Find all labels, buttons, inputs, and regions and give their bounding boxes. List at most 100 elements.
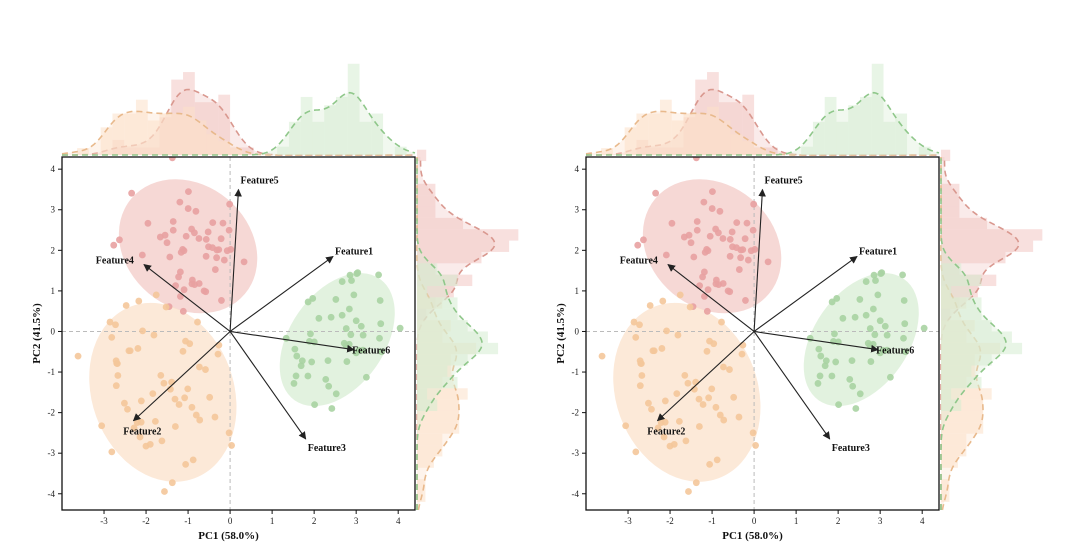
data-point-orange xyxy=(137,397,145,405)
data-point-red xyxy=(735,266,743,273)
data-point-orange xyxy=(108,448,116,456)
confidence-ellipse-red xyxy=(118,179,258,314)
data-point-red xyxy=(733,219,741,227)
loading-arrow-feature2 xyxy=(656,331,755,422)
histogram-bar xyxy=(417,331,488,343)
data-point-red xyxy=(708,205,716,212)
top-marginal-distribution xyxy=(585,63,940,156)
data-point-green xyxy=(920,324,928,332)
right-marginal-distribution xyxy=(940,149,1043,511)
histogram-bar xyxy=(359,121,372,155)
data-point-red xyxy=(709,188,716,196)
histogram-bar xyxy=(417,342,499,355)
histogram-bar xyxy=(159,113,172,155)
data-point-orange xyxy=(168,479,176,487)
histogram-bar xyxy=(300,96,313,155)
data-point-red xyxy=(704,247,712,255)
histogram-bar xyxy=(417,240,510,252)
data-point-green xyxy=(870,271,878,279)
data-point-green xyxy=(346,271,354,279)
x-tick-label: 2 xyxy=(836,516,841,526)
histogram-bar xyxy=(941,183,960,196)
histogram-bar xyxy=(417,206,436,218)
x-tick-label: 0 xyxy=(752,516,757,526)
data-point-orange xyxy=(161,488,168,495)
data-point-orange xyxy=(108,334,116,341)
data-point-red xyxy=(739,246,747,254)
x-tick-label: 3 xyxy=(354,516,359,526)
data-point-orange xyxy=(179,347,187,355)
y-tick-label: 3 xyxy=(575,205,580,215)
data-point-green xyxy=(376,334,383,342)
data-point-green xyxy=(362,373,370,381)
loading-label-feature6: Feature6 xyxy=(876,346,914,357)
histogram-bar xyxy=(836,121,849,155)
x-tick-label: 1 xyxy=(794,516,799,526)
data-point-red xyxy=(185,188,192,196)
data-point-green xyxy=(816,372,824,380)
histogram-bar xyxy=(417,297,458,309)
histogram-bar xyxy=(206,102,219,155)
loading-arrow-feature1 xyxy=(229,255,334,332)
data-point-green xyxy=(900,297,908,304)
data-point-orange xyxy=(670,440,678,448)
data-point-red xyxy=(128,189,136,197)
histogram-bar xyxy=(941,206,960,218)
data-point-orange xyxy=(168,378,176,386)
data-point-orange xyxy=(735,413,743,421)
data-point-orange xyxy=(206,393,214,401)
data-point-orange xyxy=(659,297,667,305)
histogram-bar xyxy=(417,399,438,411)
data-point-green xyxy=(357,322,365,330)
data-point-green xyxy=(886,373,894,381)
histogram-bar xyxy=(277,146,289,155)
data-point-red xyxy=(700,268,708,276)
data-point-green xyxy=(817,352,825,360)
data-point-red xyxy=(192,207,200,215)
histogram-bar xyxy=(812,121,825,155)
data-point-red xyxy=(703,307,711,315)
data-point-green xyxy=(814,380,822,387)
x-tick-label: 3 xyxy=(878,516,883,526)
data-point-red xyxy=(209,244,216,252)
data-point-orange xyxy=(139,327,146,335)
data-point-red xyxy=(169,226,177,234)
data-point-green xyxy=(856,296,864,303)
data-point-green xyxy=(815,345,823,353)
data-point-green xyxy=(878,269,886,277)
x-tick-label: 4 xyxy=(920,516,925,526)
data-point-orange xyxy=(699,401,707,408)
data-point-green xyxy=(848,357,856,365)
histogram-bar xyxy=(941,445,967,457)
histogram-bar xyxy=(417,274,458,287)
loading-label-feature1: Feature1 xyxy=(335,246,373,257)
data-point-red xyxy=(180,286,188,294)
data-point-orange xyxy=(112,382,120,390)
data-point-green xyxy=(282,334,290,342)
histogram-bar xyxy=(941,286,978,298)
histogram-bar xyxy=(941,286,952,298)
confidence-ellipse-orange xyxy=(89,302,237,482)
histogram-bar xyxy=(112,113,125,155)
loading-arrow-feature4 xyxy=(143,264,231,332)
loading-arrow-feature3 xyxy=(753,331,831,440)
data-point-red xyxy=(220,256,228,264)
loading-arrow-feature3 xyxy=(229,331,307,440)
histogram-bar xyxy=(754,148,766,155)
data-point-red xyxy=(163,239,171,247)
data-point-green xyxy=(876,317,884,325)
loading-arrow-feature4 xyxy=(667,264,755,332)
histogram-bar xyxy=(100,127,113,155)
data-point-orange xyxy=(598,352,606,360)
loading-label-feature4: Feature4 xyxy=(620,256,658,267)
data-point-green xyxy=(347,331,355,339)
data-point-red xyxy=(728,228,736,236)
histogram-bar xyxy=(730,134,743,155)
data-point-green xyxy=(328,405,336,412)
histogram-bar xyxy=(941,149,951,162)
data-point-red xyxy=(211,266,219,273)
data-point-orange xyxy=(695,395,703,403)
data-point-orange xyxy=(632,334,640,341)
histogram-bar xyxy=(941,422,984,434)
data-point-red xyxy=(733,244,740,252)
